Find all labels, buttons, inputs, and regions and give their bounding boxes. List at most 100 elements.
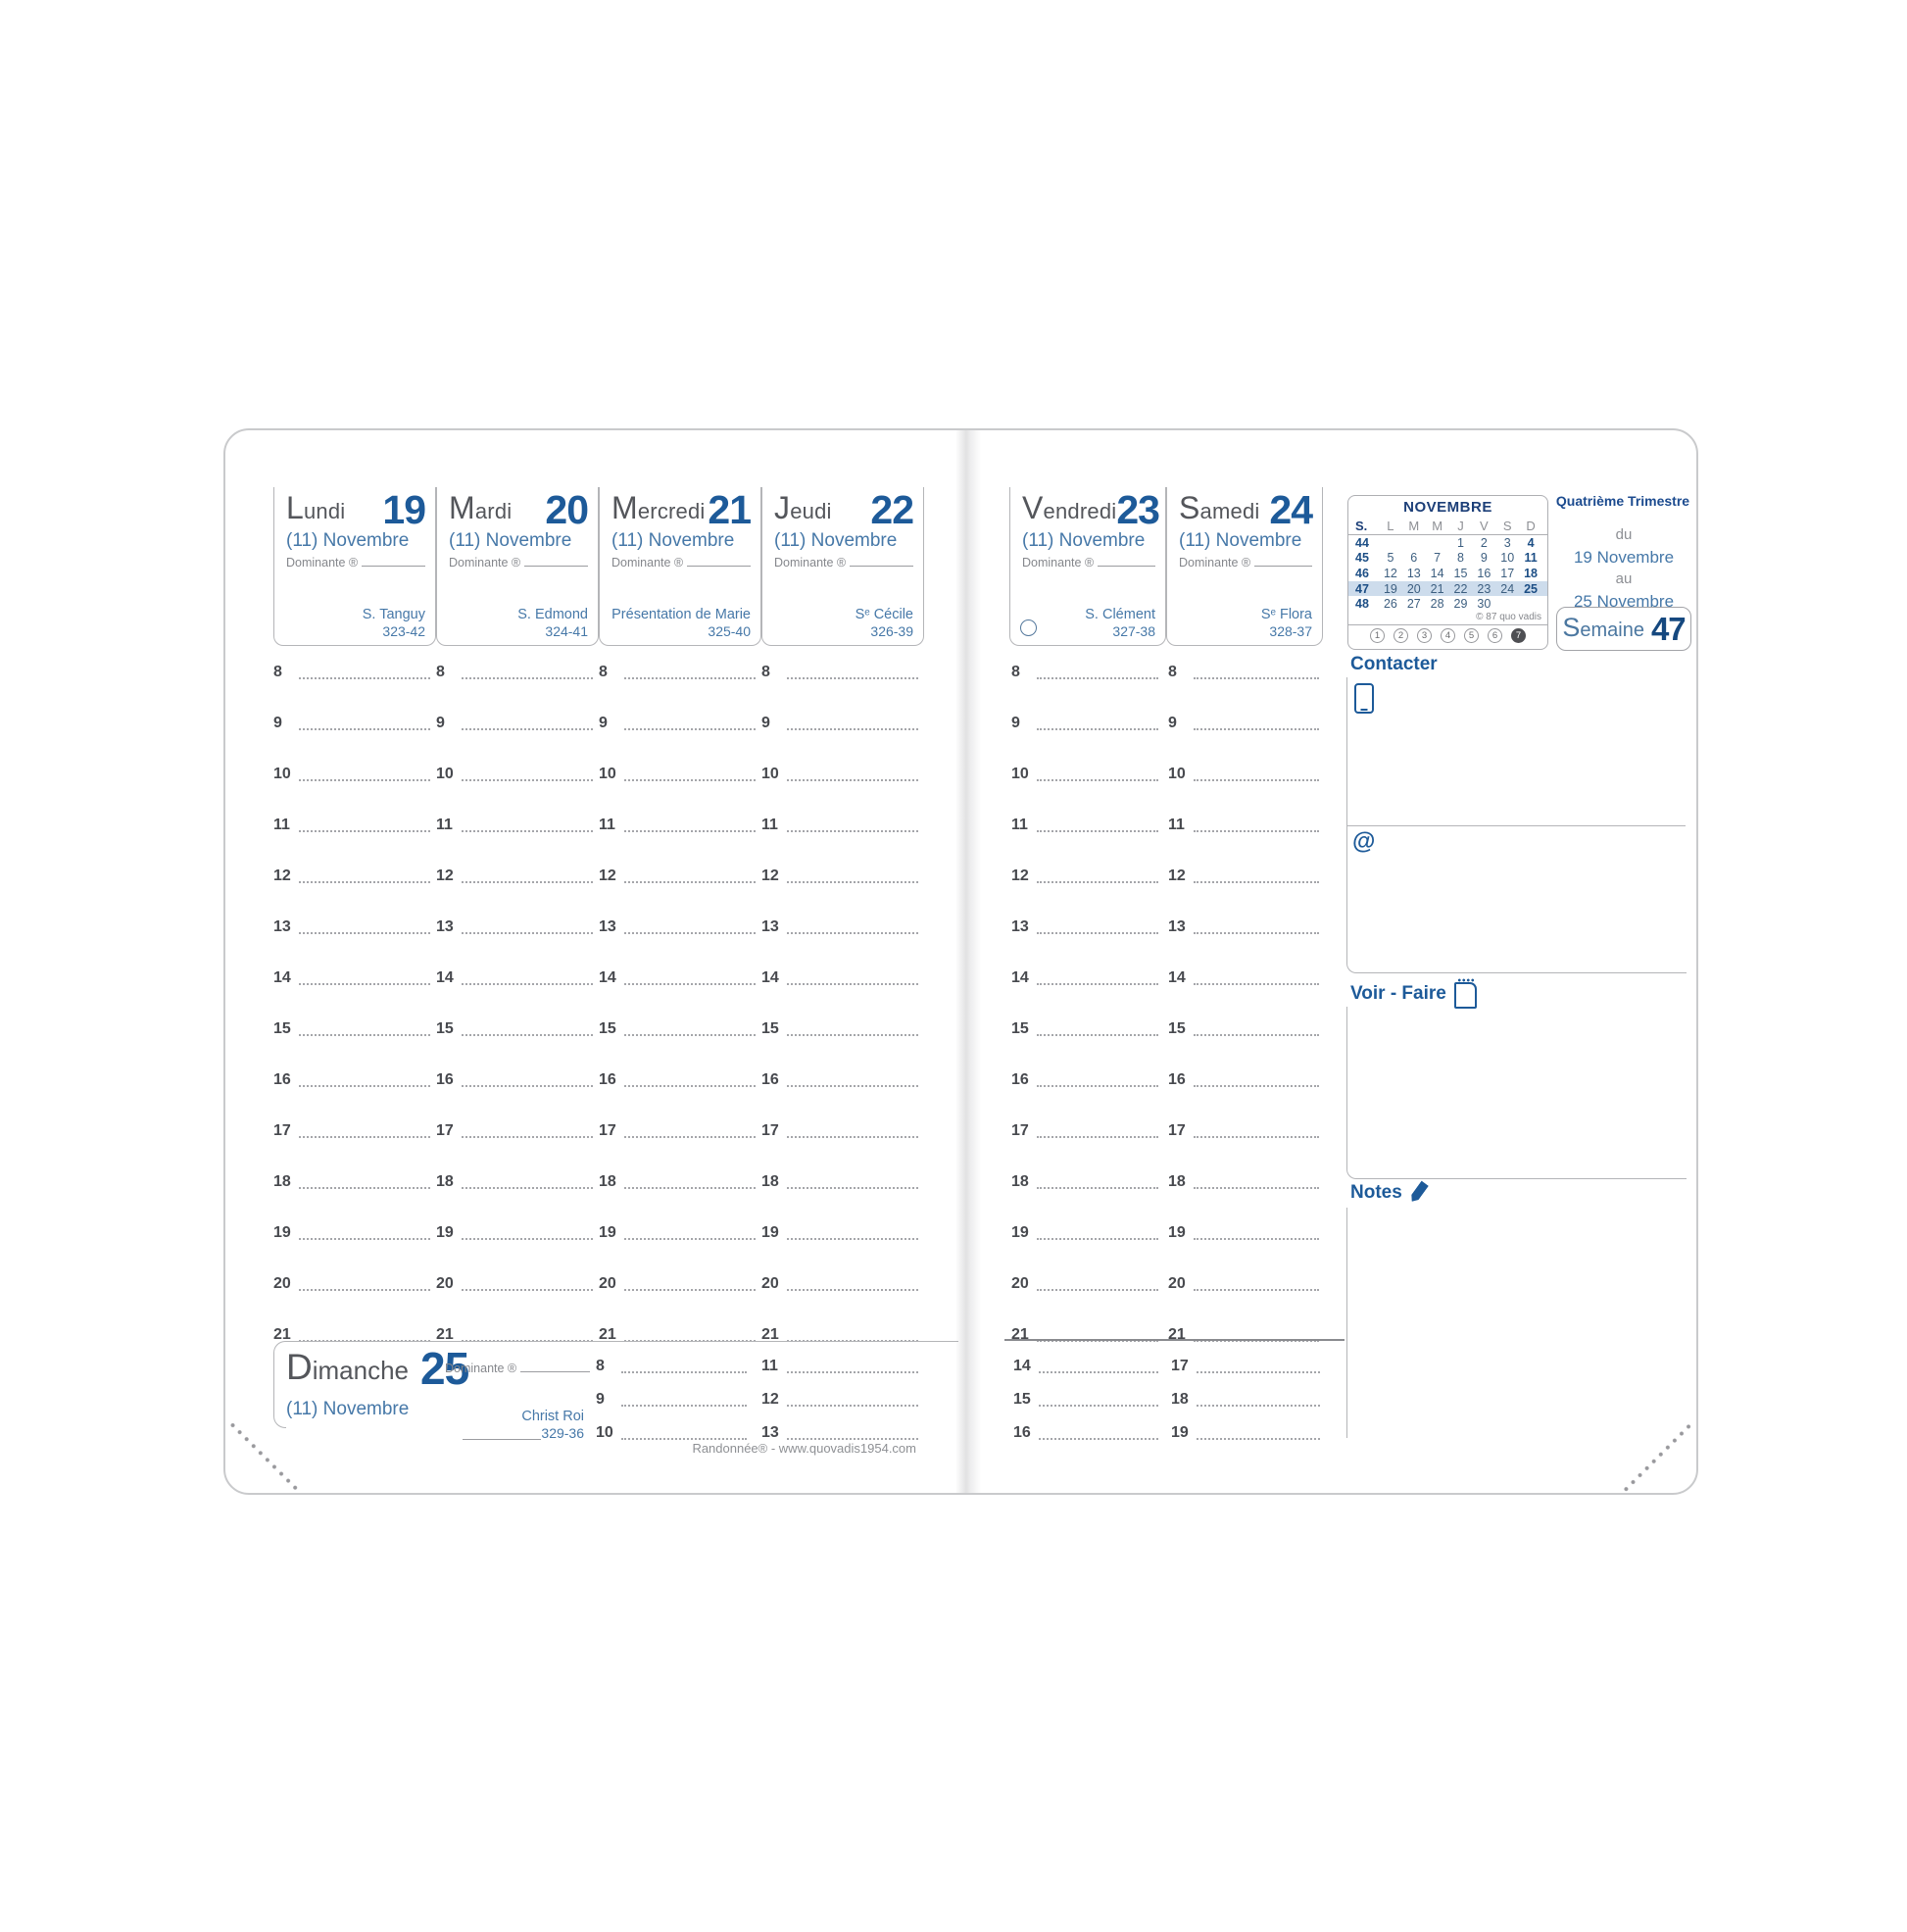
hour-row[interactable]: 19 bbox=[436, 1224, 597, 1275]
hour-writing-line[interactable] bbox=[624, 981, 756, 985]
calendar-day-sunday[interactable]: 18 bbox=[1524, 566, 1539, 580]
hour-row[interactable]: 8 bbox=[596, 1358, 751, 1391]
hour-writing-line[interactable] bbox=[1197, 1369, 1320, 1373]
hour-writing-line[interactable] bbox=[462, 777, 593, 781]
hour-row[interactable]: 16 bbox=[1011, 1071, 1162, 1122]
hour-row[interactable]: 10 bbox=[596, 1424, 751, 1458]
hour-writing-line[interactable] bbox=[787, 1083, 918, 1087]
hour-writing-line[interactable] bbox=[462, 1287, 593, 1291]
hour-writing-line[interactable] bbox=[787, 675, 918, 679]
hour-writing-line[interactable] bbox=[1039, 1403, 1158, 1407]
hour-row[interactable]: 12 bbox=[599, 867, 759, 918]
hour-writing-line[interactable] bbox=[1197, 1403, 1320, 1407]
hour-writing-line[interactable] bbox=[299, 1287, 430, 1291]
calendar-day[interactable]: 3 bbox=[1503, 535, 1511, 550]
hour-writing-line[interactable] bbox=[621, 1436, 747, 1440]
hour-writing-line[interactable] bbox=[787, 981, 918, 985]
hour-writing-line[interactable] bbox=[624, 1185, 756, 1189]
hour-row[interactable]: 21 bbox=[1168, 1326, 1323, 1377]
hour-writing-line[interactable] bbox=[787, 1369, 918, 1373]
hour-row[interactable]: 17 bbox=[1171, 1358, 1324, 1391]
hour-row[interactable]: 15 bbox=[436, 1020, 597, 1071]
hour-writing-line[interactable] bbox=[787, 1403, 918, 1407]
hour-row[interactable]: 11 bbox=[273, 817, 434, 867]
hour-writing-line[interactable] bbox=[1197, 1436, 1320, 1440]
calendar-day[interactable]: 6 bbox=[1410, 551, 1418, 566]
hour-row[interactable]: 20 bbox=[599, 1275, 759, 1326]
hour-row[interactable]: 16 bbox=[1168, 1071, 1323, 1122]
hour-writing-line[interactable] bbox=[624, 777, 756, 781]
hour-row[interactable]: 17 bbox=[436, 1122, 597, 1173]
calendar-day[interactable]: 7 bbox=[1434, 551, 1442, 566]
hour-writing-line[interactable] bbox=[1194, 1083, 1319, 1087]
hour-writing-line[interactable] bbox=[462, 981, 593, 985]
hour-writing-line[interactable] bbox=[462, 1236, 593, 1240]
hour-writing-line[interactable] bbox=[299, 1083, 430, 1087]
hour-writing-line[interactable] bbox=[299, 879, 430, 883]
hour-row[interactable]: 13 bbox=[1011, 918, 1162, 969]
hour-row[interactable]: 11 bbox=[436, 817, 597, 867]
hour-row[interactable]: 16 bbox=[273, 1071, 434, 1122]
hour-row[interactable]: 9 bbox=[273, 715, 434, 766]
hour-row[interactable]: 17 bbox=[599, 1122, 759, 1173]
weekday-dial[interactable]: 6 bbox=[1488, 627, 1502, 643]
hour-row[interactable]: 17 bbox=[1168, 1122, 1323, 1173]
hour-row[interactable]: 16 bbox=[761, 1071, 922, 1122]
hour-writing-line[interactable] bbox=[1037, 1185, 1158, 1189]
hour-writing-line[interactable] bbox=[1037, 726, 1158, 730]
hour-writing-line[interactable] bbox=[462, 1134, 593, 1138]
hour-row[interactable]: 15 bbox=[761, 1020, 922, 1071]
hour-row[interactable]: 14 bbox=[599, 969, 759, 1020]
hour-row[interactable]: 12 bbox=[761, 867, 922, 918]
hour-writing-line[interactable] bbox=[1037, 828, 1158, 832]
hour-writing-line[interactable] bbox=[462, 828, 593, 832]
hour-row[interactable]: 9 bbox=[1011, 715, 1162, 766]
calendar-day[interactable]: 23 bbox=[1477, 581, 1491, 596]
hour-writing-line[interactable] bbox=[624, 828, 756, 832]
hour-row[interactable]: 16 bbox=[599, 1071, 759, 1122]
calendar-week-row[interactable]: 48 26 27 28 29 30 bbox=[1348, 596, 1547, 612]
weekday-dial[interactable]: 5 bbox=[1464, 627, 1479, 643]
hour-writing-line[interactable] bbox=[624, 930, 756, 934]
hour-row[interactable]: 11 bbox=[761, 1358, 922, 1391]
dominante-writing-line[interactable] bbox=[524, 554, 588, 567]
hour-writing-line[interactable] bbox=[787, 1436, 918, 1440]
hour-row[interactable]: 18 bbox=[761, 1173, 922, 1224]
hour-writing-line[interactable] bbox=[787, 879, 918, 883]
hour-row[interactable]: 10 bbox=[1011, 766, 1162, 817]
hour-writing-line[interactable] bbox=[1194, 675, 1319, 679]
hour-writing-line[interactable] bbox=[1194, 1032, 1319, 1036]
hour-writing-line[interactable] bbox=[621, 1403, 747, 1407]
hour-row[interactable]: 15 bbox=[1013, 1391, 1162, 1424]
hour-row[interactable]: 9 bbox=[436, 715, 597, 766]
hour-row[interactable]: 10 bbox=[436, 766, 597, 817]
hour-writing-line[interactable] bbox=[462, 1083, 593, 1087]
calendar-day[interactable]: 13 bbox=[1406, 566, 1421, 580]
hour-writing-line[interactable] bbox=[1194, 828, 1319, 832]
hour-row[interactable]: 18 bbox=[273, 1173, 434, 1224]
hour-row[interactable]: 19 bbox=[1171, 1424, 1324, 1458]
hour-row[interactable]: 11 bbox=[761, 817, 922, 867]
hour-writing-line[interactable] bbox=[787, 828, 918, 832]
hour-row[interactable]: 18 bbox=[436, 1173, 597, 1224]
hour-row[interactable]: 13 bbox=[761, 1424, 922, 1458]
hour-writing-line[interactable] bbox=[1037, 1236, 1158, 1240]
calendar-day-sunday[interactable]: 11 bbox=[1524, 551, 1538, 566]
calendar-day[interactable]: 8 bbox=[1457, 551, 1464, 566]
weekday-dial[interactable]: 3 bbox=[1417, 627, 1432, 643]
hour-row[interactable]: 14 bbox=[761, 969, 922, 1020]
hour-writing-line[interactable] bbox=[462, 1185, 593, 1189]
calendar-day[interactable]: 14 bbox=[1430, 566, 1444, 580]
hour-row[interactable]: 10 bbox=[599, 766, 759, 817]
hour-row[interactable]: 19 bbox=[1011, 1224, 1162, 1275]
calendar-week-row[interactable]: 47 19 20 21 22 23 24 25 bbox=[1348, 580, 1547, 597]
hour-row[interactable]: 19 bbox=[1168, 1224, 1323, 1275]
hour-writing-line[interactable] bbox=[1039, 1369, 1158, 1373]
calendar-day[interactable]: 9 bbox=[1480, 551, 1488, 566]
hour-row[interactable]: 20 bbox=[1168, 1275, 1323, 1326]
hour-row[interactable]: 20 bbox=[761, 1275, 922, 1326]
hour-writing-line[interactable] bbox=[462, 1032, 593, 1036]
hour-row[interactable]: 18 bbox=[1168, 1173, 1323, 1224]
hour-writing-line[interactable] bbox=[1037, 879, 1158, 883]
hour-row[interactable]: 11 bbox=[599, 817, 759, 867]
